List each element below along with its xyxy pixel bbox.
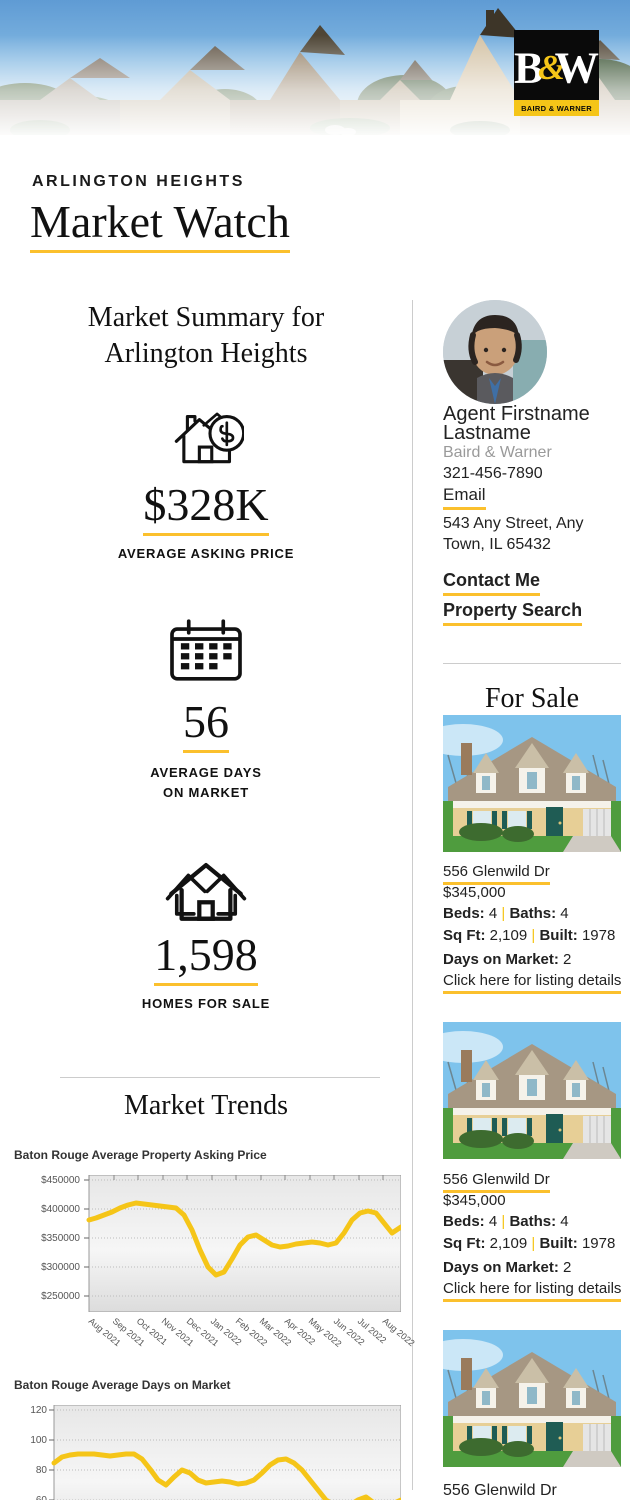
svg-text:60: 60 — [36, 1495, 48, 1500]
svg-text:Aug 2022: Aug 2022 — [381, 1316, 417, 1348]
svg-text:80: 80 — [36, 1465, 48, 1476]
svg-text:$350000: $350000 — [41, 1233, 80, 1244]
svg-text:100: 100 — [30, 1435, 47, 1446]
svg-text:$450000: $450000 — [41, 1175, 80, 1186]
svg-text:$250000: $250000 — [41, 1291, 80, 1302]
svg-text:W: W — [555, 43, 599, 93]
svg-text:120: 120 — [30, 1405, 47, 1416]
svg-text:$400000: $400000 — [41, 1204, 80, 1215]
svg-text:$300000: $300000 — [41, 1262, 80, 1273]
